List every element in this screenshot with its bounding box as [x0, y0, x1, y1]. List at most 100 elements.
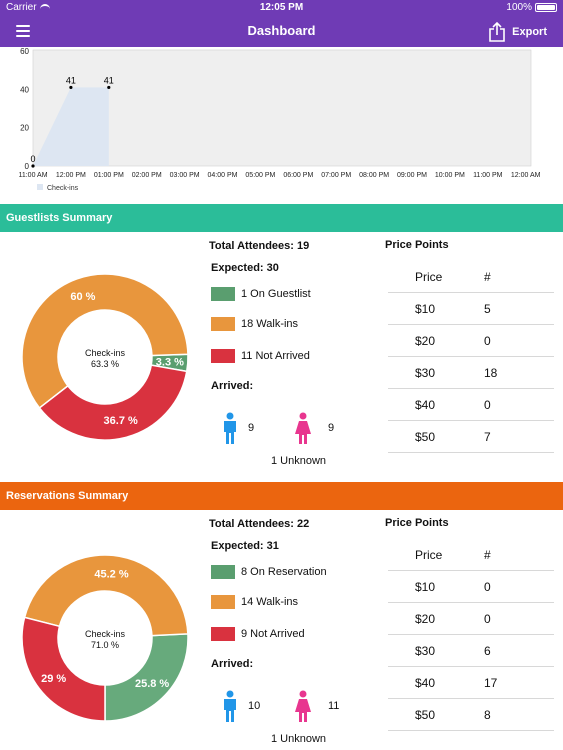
y-tick-label: 0 — [25, 162, 30, 171]
legend-swatch — [37, 184, 43, 190]
count-cell: 18 — [484, 365, 498, 380]
table-row: $40 17 — [388, 667, 554, 699]
price-cell: $50 — [415, 429, 436, 444]
status-bar: Carrier 12:05 PM 100% — [0, 0, 563, 16]
count-cell: 17 — [484, 675, 498, 690]
donut-slice-label: 25.8 % — [135, 678, 169, 690]
count-cell: 5 — [484, 301, 491, 316]
donut-slice — [21, 273, 189, 410]
legend-not-arrived: 9 Not Arrived — [211, 627, 305, 641]
x-tick-label: 02:00 PM — [132, 172, 162, 179]
legend-swatch — [211, 287, 235, 301]
donut-slice-label: 29 % — [41, 673, 66, 685]
price-cell: $30 — [415, 365, 436, 380]
count-cell: 6 — [484, 643, 491, 658]
battery-status: 100% — [506, 2, 557, 13]
legend-swatch — [211, 595, 235, 609]
guestlists-price-points-title: Price Points — [385, 239, 449, 251]
legend-label: Check-ins — [47, 185, 79, 192]
donut-slice-label: 60 % — [70, 291, 95, 303]
donut-center-value: 63.3 % — [91, 359, 119, 369]
reservations-summary-header: Reservations Summary — [0, 482, 563, 510]
reservations-unknown: 1 Unknown — [271, 733, 327, 745]
price-cell: Price — [415, 547, 443, 562]
reservations-male-count: 10 — [248, 700, 261, 712]
x-tick-label: 05:00 PM — [245, 172, 275, 179]
guestlists-male-count: 9 — [248, 422, 255, 434]
reservations-price-points-title: Price Points — [385, 517, 449, 529]
legend-on-guestlist: 1 On Guestlist — [211, 287, 311, 301]
price-cell: $40 — [415, 397, 436, 412]
x-tick-label: 07:00 PM — [321, 172, 351, 179]
checkins-point-label: 41 — [104, 75, 114, 85]
export-button[interactable]: Export — [488, 21, 547, 43]
table-header-row: Price # — [388, 261, 554, 293]
legend-not-arrived: 11 Not Arrived — [211, 349, 310, 363]
count-cell: 0 — [484, 333, 491, 348]
x-tick-label: 11:00 PM — [473, 172, 503, 179]
legend-label: 1 On Guestlist — [241, 288, 311, 300]
guestlists-total-attendees: Total Attendees: 19 — [209, 240, 310, 252]
checkins-point-label: 41 — [66, 75, 76, 85]
nav-bar: Dashboard Export — [0, 16, 563, 47]
count-cell: 0 — [484, 397, 491, 412]
donut-center-title: Check-ins — [85, 629, 126, 639]
price-cell: $30 — [415, 643, 436, 658]
wifi-icon — [39, 3, 50, 11]
legend-label: 14 Walk-ins — [241, 596, 299, 608]
table-row: $40 0 — [388, 389, 554, 421]
page-title: Dashboard — [247, 23, 316, 38]
price-cell: $40 — [415, 675, 436, 690]
male-icon — [224, 412, 236, 444]
legend-label: 9 Not Arrived — [241, 628, 305, 640]
y-tick-label: 40 — [20, 85, 29, 94]
checkins-chart-svg: 0 20 40 60 11:00 AM 12:00 PM 01:00 PM 02:00 PM 0… — [18, 47, 540, 192]
count-cell: 7 — [484, 429, 491, 444]
count-cell: 0 — [484, 611, 491, 626]
reservations-total-attendees: Total Attendees: 22 — [209, 518, 310, 530]
guestlists-arrived-label: Arrived: — [211, 380, 254, 392]
table-row: $30 6 — [388, 635, 554, 667]
x-tick-label: 06:00 PM — [283, 172, 313, 179]
legend-swatch — [211, 565, 235, 579]
legend-on-reservation: 8 On Reservation — [211, 565, 327, 579]
x-tick-label: 01:00 PM — [94, 172, 124, 179]
export-label: Export — [512, 26, 547, 38]
female-icon — [295, 412, 311, 444]
reservations-female-count: 11 — [328, 700, 340, 712]
count-cell: 8 — [484, 707, 491, 722]
legend-label: 18 Walk-ins — [241, 318, 299, 330]
price-cell: Price — [415, 269, 443, 284]
price-cell: $20 — [415, 333, 436, 348]
legend-walk-ins: 18 Walk-ins — [211, 317, 298, 331]
x-tick-label: 04:00 PM — [208, 172, 238, 179]
donut-slice-label: 45.2 % — [94, 568, 128, 580]
guestlists-unknown: 1 Unknown — [271, 455, 327, 467]
donut-center-value: 71.0 % — [91, 640, 119, 650]
x-tick-label: 11:00 AM — [18, 172, 47, 179]
hamburger-icon[interactable] — [16, 25, 30, 37]
female-icon — [295, 690, 311, 722]
checkins-chart: 0 20 40 60 11:00 AM 12:00 PM 01:00 PM 02:00 PM 0… — [0, 47, 563, 197]
table-row: $20 0 — [388, 325, 554, 357]
x-tick-label: 12:00 PM — [56, 172, 86, 179]
reservations-price-table: Price # $10 0 $20 0 $30 6 $40 17 $50 8 — [388, 539, 554, 731]
table-row: $10 5 — [388, 293, 554, 325]
price-cell: $10 — [415, 579, 436, 594]
donut-slice-label: 3.3 % — [156, 357, 184, 369]
donut-slice — [21, 616, 106, 722]
donut-slice — [38, 364, 188, 441]
reservations-expected: Expected: 31 — [211, 540, 279, 552]
plot-area — [32, 49, 532, 167]
guestlists-expected: Expected: 30 — [211, 262, 279, 274]
legend-walk-ins: 14 Walk-ins — [211, 595, 298, 609]
guestlists-summary-header: Guestlists Summary — [0, 204, 563, 232]
legend-swatch — [211, 627, 235, 641]
x-tick-label: 08:00 PM — [359, 172, 389, 179]
donut-slice — [23, 554, 189, 637]
donut-slice-label: 36.7 % — [104, 415, 138, 427]
table-row: $30 18 — [388, 357, 554, 389]
